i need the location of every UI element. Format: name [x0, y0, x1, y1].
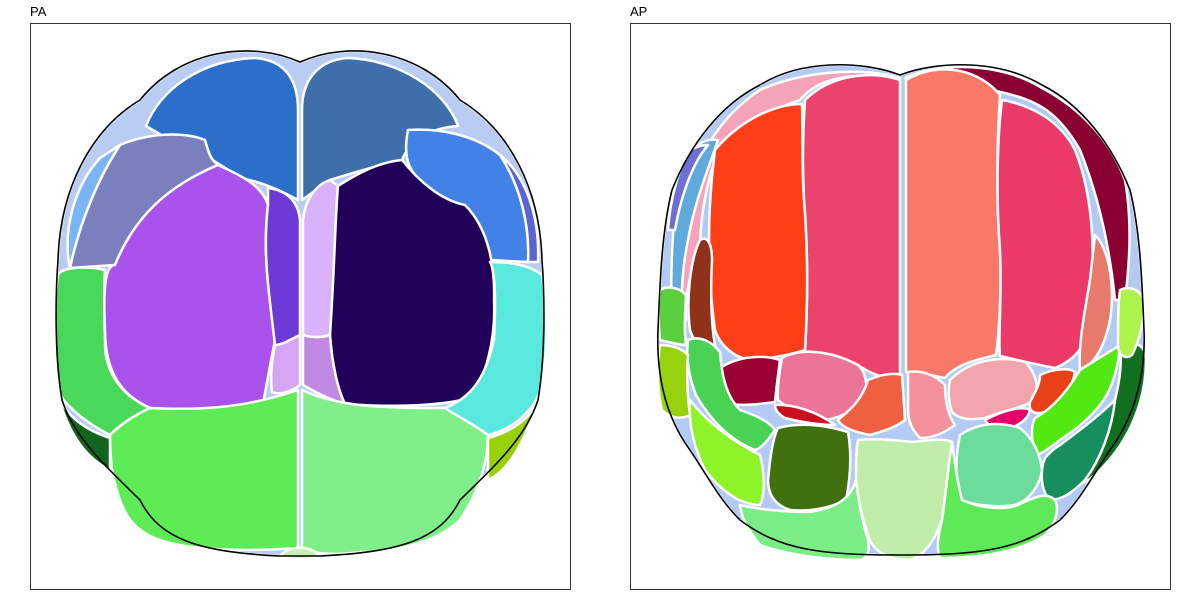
- region-small-red: [773, 403, 837, 427]
- region-left-green-bright: [657, 286, 688, 347]
- region-right-pink-red: [996, 98, 1095, 370]
- panel-pa: PA: [30, 4, 571, 590]
- region-mid-center-orange: [836, 372, 907, 437]
- brain-outline-ap: [656, 63, 1145, 556]
- region-left-olive: [766, 423, 852, 512]
- region-bottom-left: [738, 478, 870, 562]
- region-center-right-salmon: [904, 68, 1002, 380]
- region-center-left-pink: [801, 74, 902, 382]
- region-right-mint: [955, 422, 1044, 508]
- region-mid-center-pink: [906, 370, 957, 440]
- region-inner-left-violet: [264, 186, 302, 347]
- region-left-lime: [688, 398, 765, 507]
- region-left-red-orange: [707, 102, 809, 362]
- region-small-left-lilac: [269, 333, 302, 395]
- region-left-lime-dark: [656, 343, 692, 419]
- region-lower-left-green: [108, 388, 300, 552]
- panel-label-ap: AP: [630, 4, 648, 19]
- brain-outline-pa: [55, 50, 545, 557]
- region-right-salmon: [1078, 233, 1114, 372]
- region-right-teal: [1040, 398, 1117, 502]
- panel-ap: AP: [600, 0, 1200, 600]
- brain-map-ap: [656, 63, 1148, 562]
- region-right-lime: [1116, 286, 1146, 359]
- region-side-left-blue: [66, 143, 122, 270]
- region-side-right-blue: [498, 153, 540, 264]
- brain-map-pa: [53, 49, 548, 561]
- region-side-left-indigo: [666, 143, 710, 232]
- region-left-green-mid: [686, 337, 777, 452]
- region-small-right-lilac: [301, 333, 347, 406]
- panel-label-pa: PA: [30, 4, 47, 19]
